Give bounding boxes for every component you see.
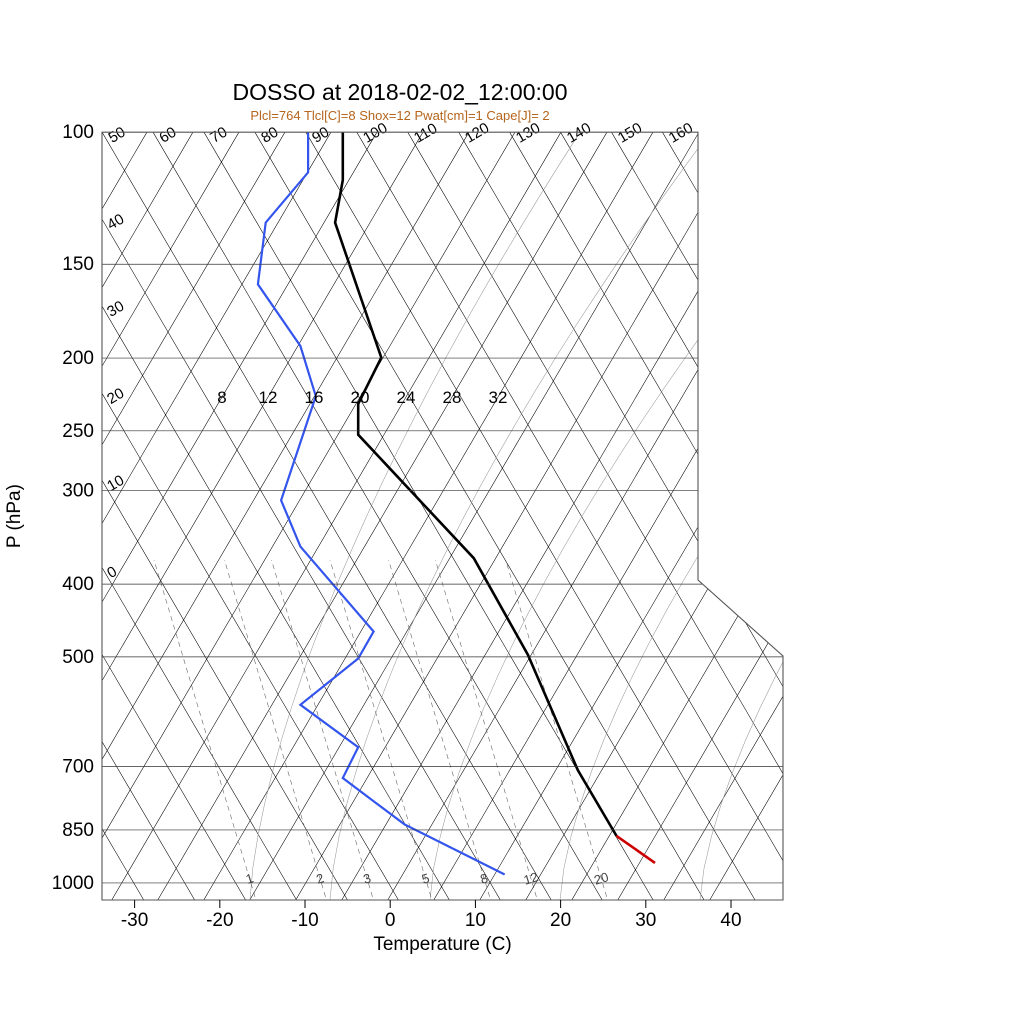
svg-text:0: 0 bbox=[385, 910, 396, 931]
svg-text:Plcl=764 Tlcl[C]=8 Shox=12 Pwa: Plcl=764 Tlcl[C]=8 Shox=12 Pwat[cm]=1 Ca… bbox=[250, 108, 549, 123]
svg-text:DOSSO at 2018-02-02_12:00:00: DOSSO at 2018-02-02_12:00:00 bbox=[232, 79, 567, 105]
svg-text:12: 12 bbox=[259, 388, 278, 407]
svg-text:300: 300 bbox=[62, 480, 94, 501]
svg-text:700: 700 bbox=[62, 757, 94, 778]
svg-text:150: 150 bbox=[62, 254, 94, 275]
svg-text:28: 28 bbox=[443, 388, 462, 407]
svg-text:40: 40 bbox=[720, 910, 741, 931]
svg-text:850: 850 bbox=[62, 820, 94, 841]
svg-text:400: 400 bbox=[62, 574, 94, 595]
svg-text:-30: -30 bbox=[121, 910, 148, 931]
svg-text:500: 500 bbox=[62, 647, 94, 668]
svg-text:20: 20 bbox=[351, 388, 370, 407]
svg-text:30: 30 bbox=[635, 910, 656, 931]
svg-text:1000: 1000 bbox=[52, 873, 94, 894]
svg-text:24: 24 bbox=[397, 388, 416, 407]
svg-text:100: 100 bbox=[62, 122, 94, 143]
svg-text:10: 10 bbox=[465, 910, 486, 931]
svg-text:-10: -10 bbox=[291, 910, 318, 931]
svg-text:Temperature (C): Temperature (C) bbox=[373, 934, 511, 955]
svg-text:32: 32 bbox=[489, 388, 508, 407]
svg-text:20: 20 bbox=[550, 910, 571, 931]
svg-text:-20: -20 bbox=[206, 910, 233, 931]
svg-text:250: 250 bbox=[62, 421, 94, 442]
svg-text:P (hPa): P (hPa) bbox=[4, 484, 25, 548]
svg-text:16: 16 bbox=[305, 388, 324, 407]
svg-text:8: 8 bbox=[217, 388, 226, 407]
svg-text:200: 200 bbox=[62, 348, 94, 369]
